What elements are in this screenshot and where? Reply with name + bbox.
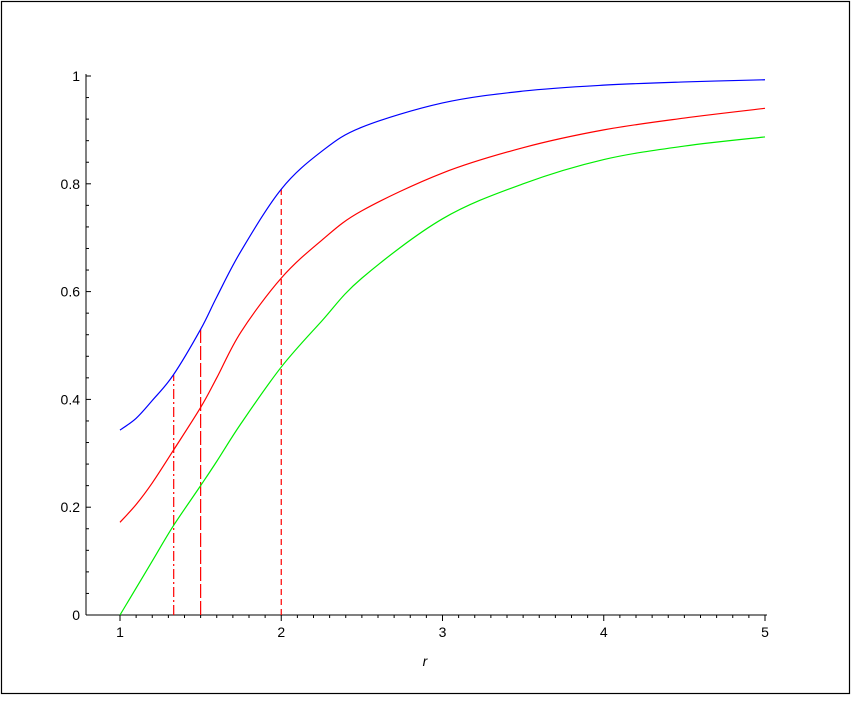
y-tick-label: 0 — [72, 607, 80, 623]
x-tick-label: 1 — [116, 624, 124, 640]
series-line — [119, 79, 766, 431]
y-tick-label: 0.6 — [61, 284, 81, 300]
x-axis-label: r — [423, 653, 429, 669]
y-tick-label: 0.8 — [61, 176, 81, 192]
y-tick-label: 0.4 — [61, 391, 81, 407]
x-tick-label: 4 — [600, 624, 608, 640]
x-tick-label: 3 — [439, 624, 447, 640]
axes — [85, 74, 767, 621]
tick-labels: 0 0.2 0.4 0.6 0.8 1 1 2 3 4 5 — [61, 68, 770, 640]
vertical-marker-lines — [173, 189, 282, 615]
x-tick-label: 5 — [761, 624, 769, 640]
y-tick-label: 1 — [72, 68, 80, 84]
x-tick-label: 2 — [277, 624, 285, 640]
y-tick-label: 0.2 — [61, 499, 81, 515]
series-lines — [119, 79, 766, 616]
series-line — [119, 107, 766, 523]
series-line — [119, 136, 766, 616]
